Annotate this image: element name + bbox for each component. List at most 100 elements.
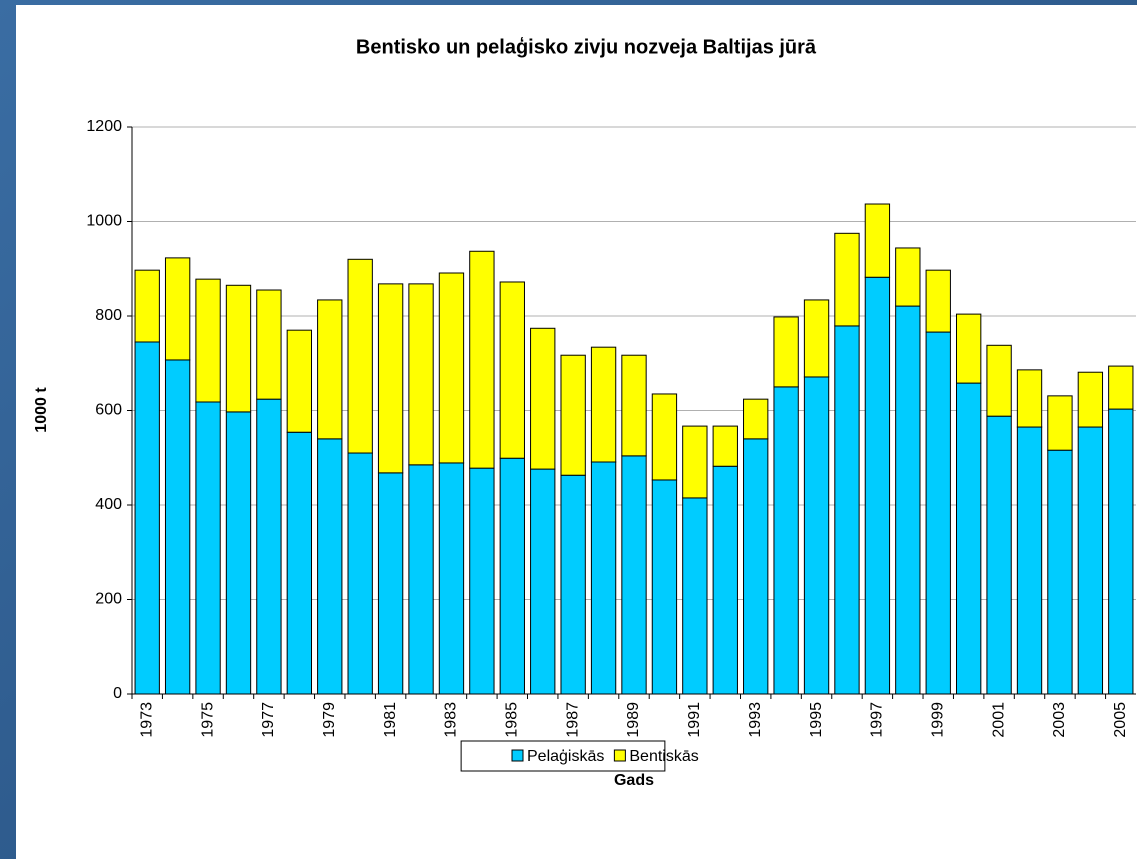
bar-segment	[499, 281, 525, 459]
x-tick-label: 1989	[625, 702, 642, 738]
bar-segment	[560, 474, 586, 695]
bar-segment	[955, 313, 982, 384]
legend-label: Bentiskās	[629, 748, 698, 765]
bar-segment	[377, 283, 404, 474]
chart-title: Bentisko un pelaģisko zivju nozveja Balt…	[356, 36, 817, 58]
x-tick-label: 1975	[199, 702, 216, 738]
bar-segment	[1016, 369, 1043, 428]
bar-segment	[621, 354, 647, 457]
bar-segment	[438, 272, 465, 464]
x-tick-label: 2005	[1112, 702, 1129, 738]
bar-segment	[408, 464, 434, 695]
x-tick-label: 2001	[990, 702, 1007, 738]
bar-segment	[682, 497, 708, 695]
bar-segment	[1108, 365, 1134, 410]
bar-segment	[621, 455, 647, 695]
bar-segment	[651, 479, 678, 695]
bar-segment	[286, 431, 313, 695]
bar-segment	[469, 467, 495, 695]
bar-segment	[743, 438, 769, 695]
bar-segment	[590, 346, 617, 463]
x-tick-label: 1983	[443, 702, 460, 738]
bar-segment	[225, 411, 252, 695]
bar-segment	[925, 269, 951, 333]
bar-segment	[408, 283, 434, 466]
legend-box	[460, 740, 666, 772]
x-tick-label: 1981	[382, 702, 399, 738]
bar-segment	[347, 452, 373, 695]
legend-swatch	[511, 749, 524, 762]
bar-segment	[682, 425, 708, 499]
x-tick-label: 1973	[138, 702, 155, 738]
x-tick-label: 1977	[260, 702, 277, 738]
x-tick-label: 1987	[564, 702, 581, 738]
y-tick-label: 400	[95, 496, 122, 513]
x-tick-label: 1999	[929, 702, 946, 738]
bar-segment	[164, 359, 191, 695]
bar-segment	[895, 247, 921, 307]
bar-segment	[530, 327, 556, 470]
bar-segment	[256, 398, 282, 695]
bar-segment	[803, 376, 830, 695]
bar-segment	[1077, 371, 1104, 428]
bar-segment	[377, 472, 404, 695]
bar-segment	[986, 415, 1012, 695]
x-tick-label: 1991	[686, 702, 703, 738]
x-tick-label: 2003	[1051, 702, 1068, 738]
bar-segment	[712, 425, 738, 467]
bar-segment	[834, 232, 860, 327]
bar-segment	[256, 289, 282, 400]
bar-segment	[134, 269, 160, 343]
y-tick-label: 600	[95, 402, 122, 419]
bar-segment	[986, 344, 1012, 417]
y-tick-label: 0	[113, 685, 122, 702]
bar-segment	[651, 393, 678, 481]
x-tick-label: 1995	[808, 702, 825, 738]
bar-segment	[773, 386, 799, 695]
bar-segment	[195, 278, 221, 403]
bar-segment	[773, 316, 799, 388]
bar-segment	[864, 203, 891, 278]
bar-segment	[134, 341, 160, 695]
bar-segment	[1077, 426, 1104, 695]
bar-segment	[864, 276, 891, 695]
bar-segment	[1047, 395, 1073, 451]
y-tick-label: 800	[95, 307, 122, 324]
bar-segment	[1108, 408, 1134, 695]
x-tick-label: 1985	[504, 702, 521, 738]
legend-swatch	[613, 749, 626, 762]
legend-label: Pelaģiskās	[527, 747, 604, 765]
bar-segment	[590, 461, 617, 695]
bar-segment	[925, 331, 951, 695]
bar-segment	[317, 438, 343, 695]
bar-segment	[1047, 449, 1073, 695]
bar-segment	[164, 257, 191, 361]
bar-segment	[195, 401, 221, 695]
bar-segment	[286, 329, 313, 433]
y-tick-label: 1000	[86, 213, 122, 230]
bar-segment	[712, 465, 738, 695]
bar-segment	[499, 457, 525, 695]
bar-segment	[560, 354, 586, 476]
bar-segment	[469, 250, 495, 469]
x-tick-label: 1979	[321, 702, 338, 738]
bar-segment	[317, 299, 343, 440]
y-tick-label: 200	[95, 591, 122, 608]
bar-segment	[225, 284, 252, 413]
y-axis-title: 1000 t	[33, 387, 50, 433]
bar-segment	[1016, 426, 1043, 695]
bar-segment	[438, 462, 465, 695]
x-tick-label: 1997	[869, 702, 886, 738]
bar-segment	[530, 468, 556, 695]
y-tick-label: 1200	[86, 118, 122, 135]
x-tick-label: 1993	[747, 702, 764, 738]
bar-segment	[955, 382, 982, 695]
bar-segment	[895, 305, 921, 695]
bar-segment	[834, 325, 860, 695]
bar-segment	[803, 299, 830, 378]
x-axis-title: Gads	[614, 772, 654, 789]
bar-segment	[347, 258, 373, 454]
bar-segment	[743, 398, 769, 440]
